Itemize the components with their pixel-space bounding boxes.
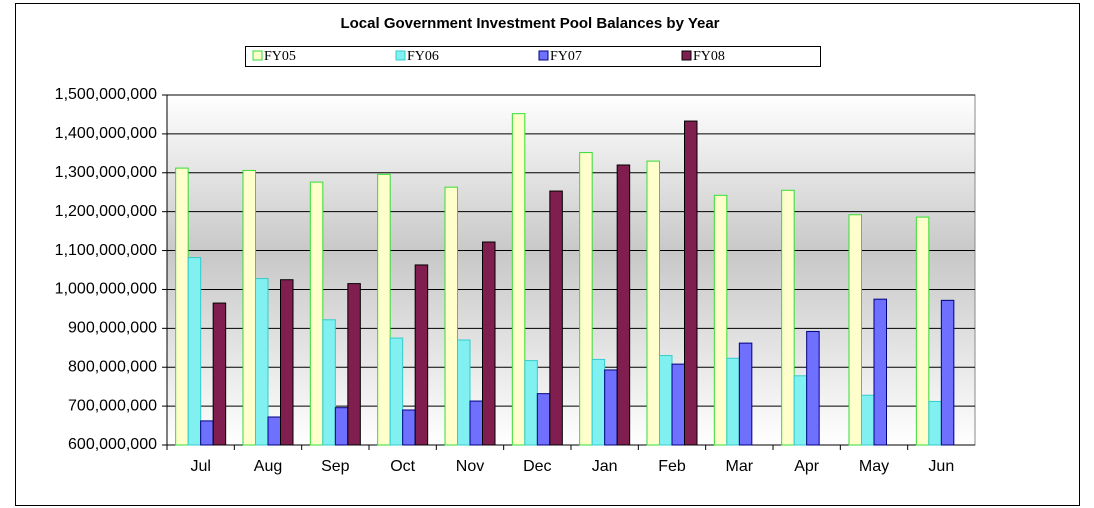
legend-swatch xyxy=(538,50,549,61)
bar xyxy=(457,339,471,446)
bar xyxy=(536,393,551,446)
bar xyxy=(322,319,336,446)
legend-box xyxy=(245,46,821,67)
bar xyxy=(389,337,404,446)
legend: FY05 FY06 FY07 FY08 xyxy=(245,46,821,67)
bar xyxy=(928,400,942,446)
y-tick-label: 900,000,000 xyxy=(68,320,157,337)
bar xyxy=(347,283,361,446)
bar xyxy=(659,355,673,446)
x-tick-label: Nov xyxy=(456,458,484,475)
bar xyxy=(806,330,820,446)
bar xyxy=(684,120,698,446)
y-tick-label: 1,000,000,000 xyxy=(55,281,157,298)
bar xyxy=(793,375,808,446)
bar xyxy=(280,279,294,446)
bar xyxy=(377,173,391,446)
bar xyxy=(309,181,324,446)
y-tick-label: 800,000,000 xyxy=(68,358,157,375)
bar xyxy=(726,357,740,446)
bar xyxy=(861,394,875,446)
bar xyxy=(646,160,660,446)
bar xyxy=(604,369,618,446)
legend-label: FY07 xyxy=(550,49,582,64)
bar xyxy=(848,214,862,446)
x-tick-label: Apr xyxy=(794,458,820,475)
bar xyxy=(511,113,526,446)
bar xyxy=(402,409,416,446)
bar xyxy=(591,358,606,446)
bar xyxy=(524,360,538,446)
legend-swatch xyxy=(395,50,406,61)
bar xyxy=(549,190,563,446)
bar xyxy=(187,257,202,446)
y-tick-label: 1,300,000,000 xyxy=(55,164,157,181)
bar xyxy=(212,302,227,446)
x-tick-label: Aug xyxy=(254,458,282,475)
y-tick-label: 1,100,000,000 xyxy=(55,242,157,259)
plot-area xyxy=(166,94,976,446)
bar xyxy=(175,167,189,446)
bar xyxy=(940,299,955,446)
bar xyxy=(255,278,269,446)
bar xyxy=(738,342,753,446)
bar xyxy=(444,186,458,446)
x-tick-label: Feb xyxy=(658,458,686,475)
bar xyxy=(334,407,349,446)
bar xyxy=(242,169,256,446)
y-tick-label: 700,000,000 xyxy=(68,397,157,414)
y-tick-label: 600,000,000 xyxy=(68,436,157,453)
x-tick-label: Mar xyxy=(726,458,754,475)
bar xyxy=(482,241,496,446)
legend-label: FY06 xyxy=(407,49,439,64)
bar xyxy=(616,164,631,446)
legend-label: FY05 xyxy=(264,49,296,64)
bar xyxy=(781,189,795,446)
bar xyxy=(713,194,728,446)
legend-swatch xyxy=(681,50,692,61)
legend-swatch xyxy=(252,50,263,61)
chart-title: Local Government Investment Pool Balance… xyxy=(340,15,719,32)
x-tick-label: Jul xyxy=(190,458,210,475)
x-tick-label: May xyxy=(859,458,889,475)
x-tick-label: Jun xyxy=(928,458,954,475)
y-tick-label: 1,200,000,000 xyxy=(55,203,157,220)
y-tick-label: 1,500,000,000 xyxy=(55,86,157,103)
bar xyxy=(671,363,685,446)
bar xyxy=(267,416,281,446)
bar xyxy=(414,264,429,446)
x-tick-label: Sep xyxy=(321,458,350,475)
y-tick-label: 1,400,000,000 xyxy=(55,125,157,142)
bar xyxy=(469,400,483,446)
x-tick-label: Oct xyxy=(390,458,415,475)
x-tick-label: Dec xyxy=(523,458,551,475)
bar xyxy=(579,152,593,446)
bar xyxy=(873,298,887,446)
bar xyxy=(200,420,214,446)
bar xyxy=(915,216,930,446)
x-tick-label: Jan xyxy=(592,458,618,475)
legend-label: FY08 xyxy=(693,49,725,64)
